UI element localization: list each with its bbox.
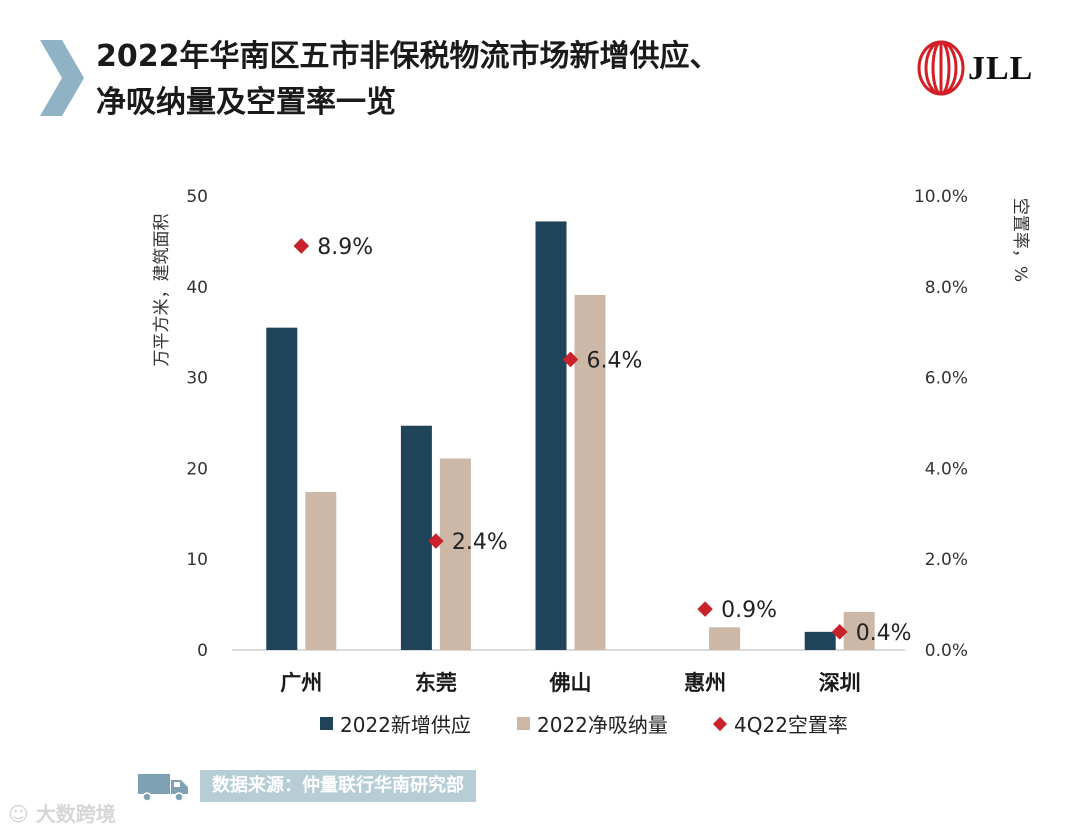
y-tick-label: 10	[186, 550, 208, 570]
page-title: 2022年华南区五市非保税物流市场新增供应、 净吸纳量及空置率一览	[96, 34, 896, 126]
y-axis-label: 万平方米，建筑面积	[152, 214, 172, 367]
x-tick-label: 广州	[280, 671, 322, 695]
title-line-2: 净吸纳量及空置率一览	[96, 85, 396, 120]
jll-logo-text: JLL	[968, 50, 1034, 87]
x-tick-label: 佛山	[549, 671, 592, 695]
legend-swatch	[320, 717, 333, 730]
truck-icon	[138, 774, 188, 802]
legend-swatch	[712, 716, 728, 732]
vacancy-data-label: 8.9%	[317, 235, 373, 260]
chevron-icon	[40, 40, 84, 116]
y-tick-label: 50	[186, 187, 208, 207]
title-line-1: 2022年华南区五市非保税物流市场新增供应、	[96, 39, 720, 74]
jll-logo: JLL	[916, 40, 1046, 100]
vacancy-marker	[293, 238, 310, 254]
watermark-logo-icon: ☺	[8, 802, 36, 826]
absorption-bar	[843, 611, 875, 650]
legend-label: 4Q22空置率	[734, 713, 848, 737]
y2-tick-label: 4.0%	[925, 459, 968, 479]
absorption-bar	[305, 492, 337, 650]
y2-tick-label: 2.0%	[925, 550, 968, 570]
vacancy-data-label: 2.4%	[452, 530, 508, 555]
x-tick-label: 东莞	[415, 671, 457, 695]
supply-bar	[400, 425, 432, 650]
x-tick-label: 惠州	[684, 671, 726, 695]
vacancy-marker	[831, 624, 848, 640]
supply-bar	[266, 327, 298, 650]
legend-swatch	[517, 717, 530, 730]
jll-logo-mark-icon	[917, 40, 965, 96]
vacancy-marker	[697, 601, 713, 617]
supply-bar	[535, 221, 567, 650]
absorption-bar	[709, 627, 741, 650]
supply-bar	[804, 631, 836, 650]
y-tick-label: 30	[186, 369, 208, 389]
legend-label: 2022净吸纳量	[537, 713, 668, 737]
y-tick-label: 40	[186, 278, 208, 298]
absorption-bar	[439, 458, 471, 650]
vacancy-data-label: 0.4%	[856, 621, 912, 646]
source-note: 数据来源：仲量联行华南研究部	[200, 770, 476, 802]
vacancy-data-label: 0.9%	[721, 598, 777, 623]
y2-tick-label: 10.0%	[914, 187, 968, 207]
y2-tick-label: 8.0%	[925, 278, 968, 298]
y2-tick-label: 6.0%	[925, 369, 968, 389]
legend-label: 2022新增供应	[340, 713, 471, 737]
watermark-text: 大数跨境	[35, 802, 116, 826]
y2-tick-label: 0.0%	[925, 641, 968, 661]
y-tick-label: 0	[197, 641, 208, 661]
y2-axis-label: 空置率，%	[1010, 198, 1030, 282]
x-tick-label: 深圳	[819, 671, 861, 695]
absorption-bar	[574, 294, 606, 650]
vacancy-data-label: 6.4%	[587, 348, 643, 373]
watermark: ☺ 大数跨境	[8, 798, 116, 827]
y-tick-label: 20	[186, 459, 208, 479]
